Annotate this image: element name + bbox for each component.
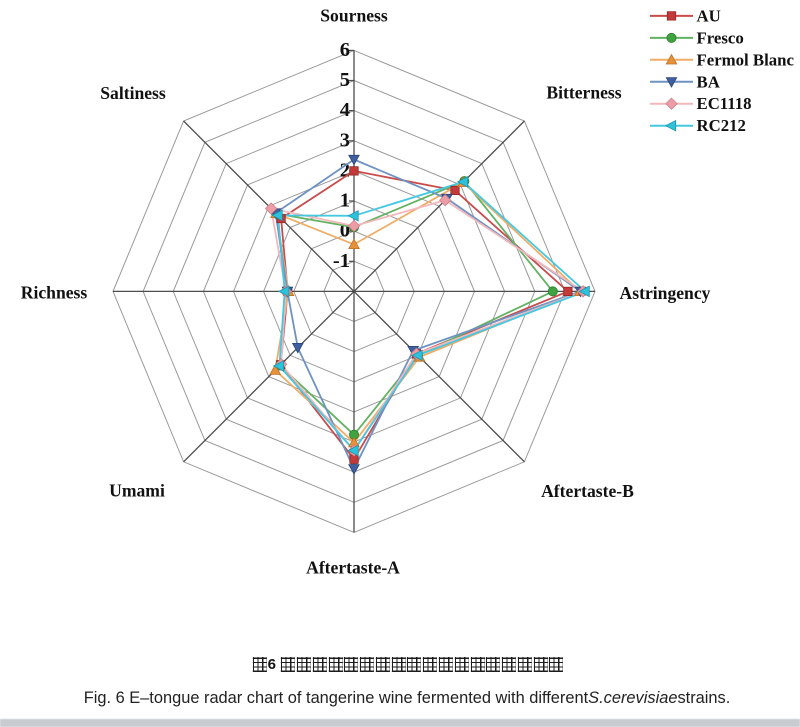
- svg-text:5: 5: [340, 69, 350, 91]
- svg-text:Aftertaste-A: Aftertaste-A: [306, 558, 400, 578]
- svg-text:EC1118: EC1118: [697, 94, 752, 113]
- svg-text:Fresco: Fresco: [697, 28, 744, 47]
- svg-text:Saltiness: Saltiness: [100, 83, 166, 103]
- svg-text:AU: AU: [697, 6, 721, 25]
- svg-text:Bitterness: Bitterness: [546, 83, 621, 103]
- svg-text:4: 4: [340, 99, 350, 121]
- svg-text:2: 2: [340, 159, 350, 181]
- svg-text:Fermol Blanc: Fermol Blanc: [697, 50, 795, 69]
- svg-text:0: 0: [340, 220, 350, 242]
- svg-text:Richness: Richness: [21, 283, 88, 303]
- svg-text:3: 3: [340, 129, 350, 151]
- svg-text:Sourness: Sourness: [320, 6, 388, 26]
- svg-text:Aftertaste-B: Aftertaste-B: [541, 481, 634, 501]
- svg-text:RC212: RC212: [697, 116, 746, 135]
- svg-text:-1: -1: [333, 250, 350, 272]
- svg-text:Astringency: Astringency: [620, 283, 711, 303]
- svg-text:BA: BA: [697, 72, 720, 91]
- svg-text:1: 1: [340, 190, 350, 212]
- svg-text:6: 6: [340, 39, 350, 61]
- svg-text:Umami: Umami: [109, 481, 165, 501]
